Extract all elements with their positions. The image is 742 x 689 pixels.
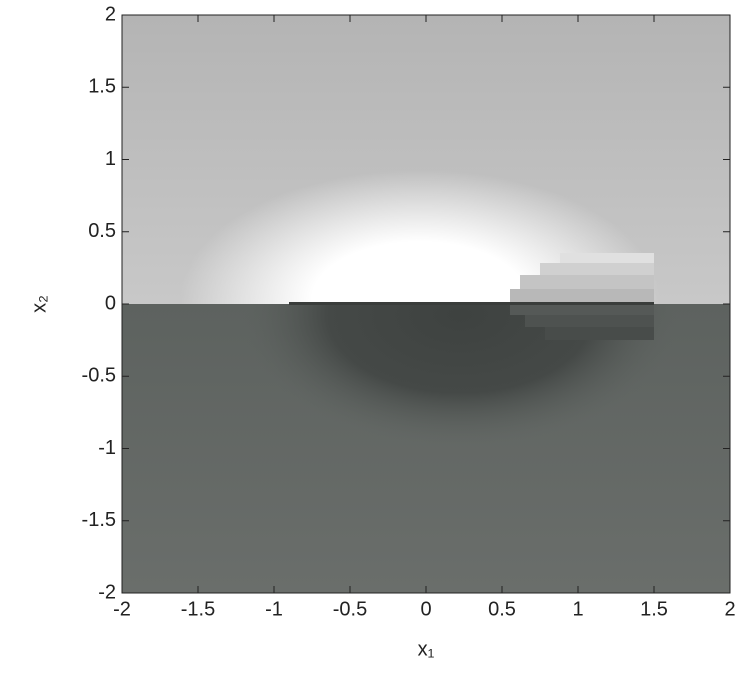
x-tick-label: 2	[724, 598, 735, 620]
y-tick-label: -1.5	[82, 509, 116, 531]
x-tick-label: 1.5	[640, 598, 668, 620]
x-tick-label: -0.5	[333, 598, 367, 620]
x-tick-label: -1	[265, 598, 283, 620]
y-tick-label: -0.5	[82, 365, 116, 387]
x-tick-label: -2	[113, 598, 131, 620]
y-tick-label: -2	[98, 581, 116, 603]
x-tick-label: 0	[420, 598, 431, 620]
x-axis-label: x₁	[418, 638, 435, 660]
y-tick-label: -1	[98, 437, 116, 459]
x-tick-label: 0.5	[488, 598, 516, 620]
y-axis-label: x₂	[28, 295, 50, 313]
y-tick-label: 1.5	[88, 76, 116, 98]
y-tick-label: 1	[105, 148, 116, 170]
y-tick-label: 0	[105, 292, 116, 314]
x-tick-label: 1	[572, 598, 583, 620]
image	[122, 15, 730, 593]
x-tick-label: -1.5	[181, 598, 215, 620]
y-tick-label: 2	[105, 3, 116, 25]
y-tick-label: 0.5	[88, 220, 116, 242]
